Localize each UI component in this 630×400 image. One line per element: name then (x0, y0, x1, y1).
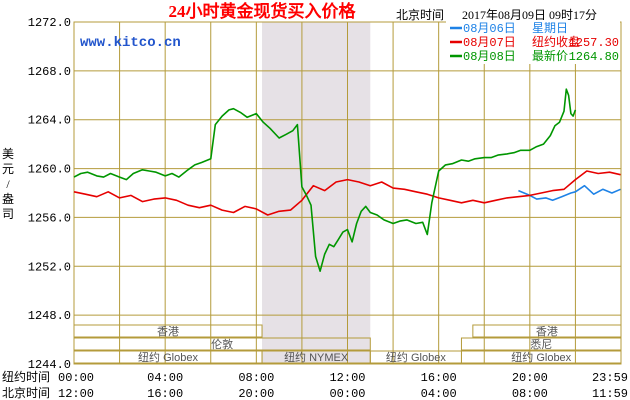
plot-frame (73, 21, 622, 365)
timestamp: 2017年08月09日 09时17分 (462, 8, 597, 22)
y-unit-char: / (6, 177, 10, 191)
y-unit-char: 司 (2, 207, 14, 221)
y-tick-label: 1260.0 (28, 163, 71, 177)
session-label: 伦敦 (211, 337, 233, 351)
y-tick-label: 1272.0 (28, 16, 71, 30)
y-tick-label: 1268.0 (28, 65, 71, 79)
timezone-label: 北京时间 (396, 8, 444, 22)
x-tick-label: 12:00 (58, 387, 94, 400)
legend-value: 1264.80 (569, 50, 619, 64)
legend-desc: 纽约收盘 (532, 34, 580, 49)
session-label: 悉尼 (530, 338, 552, 351)
legend-desc: 最新价 (532, 48, 568, 63)
session-box (460, 337, 622, 351)
y-unit-char: 盎 (2, 192, 14, 206)
y-tick-label: 1244.0 (28, 358, 71, 372)
x-tick-label: 00:00 (329, 387, 365, 400)
session-label: 香港 (157, 325, 179, 338)
legend-value: 1257.30 (569, 36, 619, 50)
x-tick-label: 16:00 (421, 371, 457, 385)
y-tick-label: 1264.0 (28, 114, 71, 128)
y-unit-char: 美 (2, 147, 14, 161)
session-label: 纽约 NYMEX (284, 350, 349, 364)
x-tick-label: 16:00 (147, 387, 183, 400)
session-label: 香港 (536, 325, 558, 338)
session-box (460, 350, 622, 364)
session-label: 纽约 Globex (511, 350, 571, 364)
x-tick-label: 04:00 (421, 387, 457, 400)
x-tick-label: 20:00 (512, 371, 548, 385)
legend-box (446, 20, 620, 64)
nymex-shaded-region (262, 22, 371, 364)
y-tick-label: 1248.0 (28, 309, 71, 323)
session-label: 纽约 Globex (386, 350, 446, 364)
session-box (472, 324, 622, 338)
y-tick-label: 1256.0 (28, 211, 71, 225)
x-tick-label: 12:00 (329, 371, 365, 385)
series-line-aug06 (518, 184, 621, 202)
y-tick-label: 1252.0 (28, 260, 71, 274)
x-tick-label: 20:00 (238, 387, 274, 400)
series-line-aug08 (73, 88, 577, 273)
x-tick-label: 08:00 (238, 371, 274, 385)
x-axis-row1-label: 纽约时间 (2, 369, 50, 384)
x-tick-label: 04:00 (147, 371, 183, 385)
x-tick-label: 08:00 (512, 387, 548, 400)
y-unit-char: 元 (2, 162, 14, 176)
legend-desc: 星期日 (532, 21, 568, 35)
series-line-aug07 (73, 170, 621, 216)
site-watermark: www.kitco.cn (80, 35, 181, 51)
y-axis-unit-label: 美元/盎司 (2, 147, 14, 221)
chart-title: 24小时黄金现货买入价格 (169, 1, 357, 21)
legend-date: 08月08日 (463, 50, 516, 64)
x-tick-label: 23:59 (592, 371, 628, 385)
legend-date: 08月06日 (463, 22, 516, 36)
legend-date: 08月07日 (463, 36, 516, 50)
session-label: 纽约 Globex (138, 350, 198, 364)
x-axis-row2-label: 北京时间 (2, 386, 50, 400)
x-tick-label: 11:59 (592, 387, 628, 400)
x-tick-label: 00:00 (58, 371, 94, 385)
